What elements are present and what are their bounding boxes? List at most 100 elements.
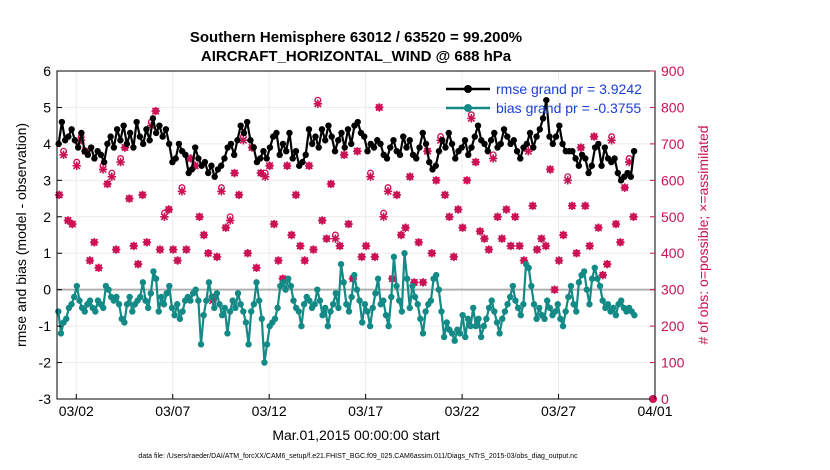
rmse-point-128 <box>471 133 478 140</box>
obs-assimilated-92 <box>458 223 467 232</box>
bias-point-39 <box>158 293 165 301</box>
obs-assimilated-25 <box>164 205 173 214</box>
left-y-tick-label-3: 0 <box>43 282 51 298</box>
bias-point-55 <box>200 311 207 319</box>
rmse-point-4 <box>68 126 75 133</box>
legend-bias-label: bias grand pr = -0.3755 <box>496 100 641 116</box>
obs-assimilated-1 <box>59 150 68 160</box>
obs-assimilated-107 <box>524 146 533 156</box>
obs-assimilated-46 <box>256 168 266 178</box>
obs-assimilated-57 <box>304 161 314 170</box>
bias-point-113 <box>353 286 361 293</box>
bias-point-3 <box>63 315 70 323</box>
rmse-point-29 <box>149 115 157 122</box>
rmse-series <box>55 96 638 184</box>
bias-point-23 <box>115 301 123 308</box>
left-y-axis-label: rmse and bias (model - observation) <box>13 123 29 347</box>
bias-point-8 <box>76 297 83 304</box>
bias-point-33 <box>142 297 149 304</box>
rmse-line <box>57 99 636 182</box>
rmse-point-121 <box>448 140 456 148</box>
bias-point-208 <box>604 301 612 308</box>
obs-assimilated-0 <box>54 190 64 200</box>
obs-assimilated-91 <box>453 205 463 214</box>
rmse-point-151 <box>546 133 553 140</box>
bias-point-54 <box>197 341 205 348</box>
bias-point-66 <box>229 297 236 304</box>
obs-assimilated-52 <box>282 161 292 170</box>
rmse-point-69 <box>279 140 287 148</box>
bias-point-103 <box>327 308 334 315</box>
obs-assimilated-98 <box>484 245 494 254</box>
bias-point-184 <box>541 315 548 323</box>
x-tick-label-1: 03/07 <box>155 403 190 419</box>
bias-point-117 <box>364 308 371 315</box>
bias-point-99 <box>316 297 324 304</box>
x-tick-label-3: 03/17 <box>348 403 383 419</box>
rmse-point-141 <box>513 147 521 155</box>
bias-point-52 <box>192 286 199 293</box>
bias-point-110 <box>345 308 353 315</box>
obs-assimilated-66 <box>344 219 353 229</box>
rmse-point-34 <box>165 140 173 148</box>
rmse-point-153 <box>552 133 560 140</box>
rmse-point-1 <box>58 118 66 126</box>
bias-point-53 <box>195 297 202 304</box>
bias-point-120 <box>372 290 379 297</box>
bias-point-7 <box>73 282 81 290</box>
rmse-point-145 <box>526 129 534 137</box>
rmse-point-36 <box>172 155 179 162</box>
rmse-point-167 <box>598 162 605 169</box>
bias-point-189 <box>554 301 561 308</box>
bias-point-41 <box>163 290 170 297</box>
rmse-point-73 <box>292 147 300 155</box>
bias-point-79 <box>263 341 271 348</box>
obs-assimilated-68 <box>353 146 362 156</box>
bias-point-1 <box>57 330 65 337</box>
obs-assimilated-69 <box>357 252 366 262</box>
left-y-tick-label-5: 2 <box>43 209 51 225</box>
rmse-point-86 <box>335 137 342 144</box>
obs-assimilated-127 <box>611 219 621 229</box>
bias-point-199 <box>580 268 588 275</box>
obs-assimilated-86 <box>432 176 441 185</box>
bias-point-37 <box>152 275 160 282</box>
bias-point-192 <box>562 308 569 315</box>
rmse-point-138 <box>504 133 511 140</box>
obs-assimilated-8 <box>90 238 99 247</box>
bias-point-146 <box>440 333 448 341</box>
obs-assimilated-20 <box>142 238 152 247</box>
obs-assimilated-49 <box>269 219 279 229</box>
bias-point-173 <box>512 297 519 304</box>
rmse-point-7 <box>78 129 85 137</box>
rmse-point-88 <box>341 144 348 151</box>
obs-assimilated-31 <box>190 161 200 170</box>
right-y-tick-label-6: 600 <box>661 172 685 188</box>
rmse-point-99 <box>377 140 384 148</box>
right-y-tick-label-0: 0 <box>661 391 669 407</box>
rmse-point-10 <box>87 144 95 151</box>
rmse-point-75 <box>299 158 306 166</box>
bias-point-85 <box>279 279 287 286</box>
bias-point-203 <box>591 264 598 271</box>
obs-assimilated-90 <box>449 252 458 262</box>
bias-point-75 <box>253 279 260 286</box>
legend: rmse grand pr = 3.9242 bias grand pr = -… <box>446 81 642 116</box>
rmse-point-158 <box>569 147 576 155</box>
obs-assimilated-89 <box>445 212 454 221</box>
obs-assimilated-123 <box>594 223 603 232</box>
obs-assimilated-74 <box>379 212 388 221</box>
obs-assimilated-36 <box>212 252 222 262</box>
bias-point-119 <box>369 304 376 312</box>
obs-assimilated-17 <box>129 241 138 251</box>
rmse-point-125 <box>461 137 469 144</box>
rmse-point-77 <box>305 126 313 133</box>
obs-assimilated-124 <box>598 270 608 280</box>
obs-assimilated-97 <box>480 234 489 243</box>
bias-point-185 <box>543 297 551 304</box>
bias-point-154 <box>462 333 469 341</box>
bias-point-97 <box>311 301 318 308</box>
rmse-point-20 <box>120 122 127 129</box>
obs-assimilated-40 <box>230 168 239 178</box>
